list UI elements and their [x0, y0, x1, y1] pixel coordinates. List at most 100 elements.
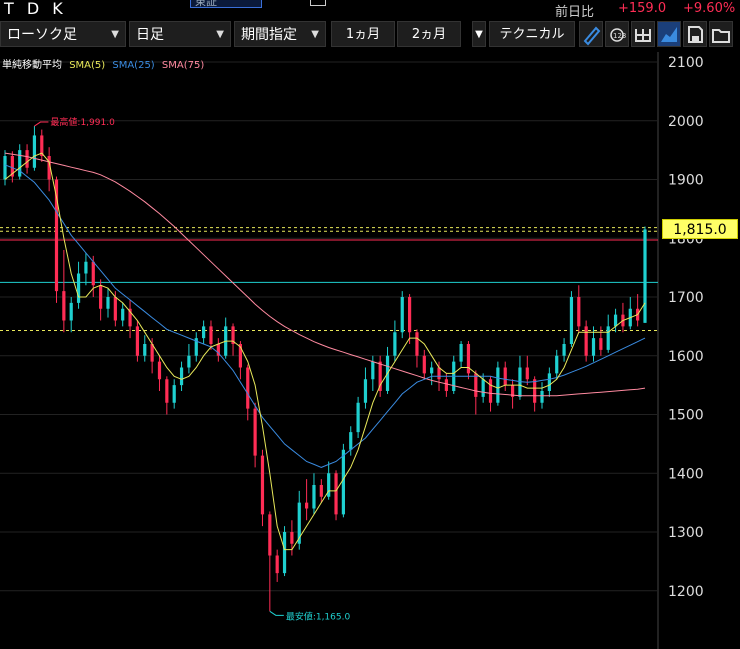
y-tick-label: 1600 — [668, 349, 704, 365]
candle-body — [113, 297, 117, 321]
y-tick-label: 2000 — [668, 114, 704, 130]
candle-body — [415, 332, 419, 356]
candle-body — [599, 338, 603, 350]
compare-label: 前日比 — [555, 5, 595, 20]
candle-body — [334, 473, 338, 515]
candle-body — [341, 449, 345, 515]
area-chart-icon[interactable] — [657, 21, 681, 47]
technical-button[interactable]: テクニカル — [489, 21, 575, 47]
candle-body — [363, 379, 368, 403]
candle-body — [584, 326, 588, 356]
range-select[interactable]: 期間指定 ▼ — [234, 21, 326, 47]
candle-body — [84, 261, 88, 274]
candle-body — [444, 379, 448, 391]
sma75-line — [4, 152, 646, 397]
candle-body — [25, 150, 29, 168]
candle-body — [378, 361, 382, 391]
candle-body — [121, 308, 125, 321]
candle-body — [555, 355, 559, 374]
chart-legend: 単純移動平均 SMA(5) SMA(25) SMA(75) — [2, 56, 208, 71]
candle-body — [69, 302, 73, 321]
candle-body — [606, 326, 610, 350]
candlestick-chart[interactable]: 2100200019001800170016001500140013001200… — [0, 52, 740, 649]
candle-body — [32, 135, 37, 168]
draw-pen-icon[interactable] — [579, 21, 603, 47]
candle-body — [99, 285, 103, 309]
candle-body — [437, 367, 441, 380]
chevron-down-icon: ▼ — [111, 29, 119, 40]
y-tick-label: 2100 — [668, 55, 704, 71]
candle-body — [393, 332, 397, 356]
candle-body — [371, 361, 375, 380]
candle-body — [422, 355, 426, 374]
candle-body — [518, 367, 522, 397]
candle-body — [533, 379, 537, 403]
candle-body — [253, 408, 257, 456]
folder-icon[interactable] — [709, 21, 733, 47]
candle-body — [290, 532, 294, 544]
high-marker — [34, 121, 49, 127]
y-tick-label: 1700 — [668, 290, 704, 306]
legend-sma75: SMA(75) — [161, 60, 205, 71]
sma5-line — [4, 152, 646, 551]
candle-body — [327, 473, 331, 497]
range-1m-button[interactable]: 1ヵ月 — [331, 21, 395, 47]
candle-body — [562, 344, 566, 356]
candle-body — [268, 514, 272, 556]
range-2m-button[interactable]: 2ヵ月 — [397, 21, 461, 47]
period-select[interactable]: 日足 ▼ — [129, 21, 231, 47]
candle-body — [135, 326, 140, 356]
candle-body — [143, 344, 147, 356]
candle-body — [319, 485, 323, 497]
candle-body — [47, 156, 51, 180]
high-label: 最高値:1,991.0 — [50, 116, 115, 128]
candle-body — [643, 229, 647, 323]
price-change: +159.0 — [618, 1, 667, 16]
volume-icon[interactable] — [631, 21, 655, 47]
sma25-line — [4, 164, 646, 468]
period-label: 日足 — [136, 27, 164, 43]
candle-body — [157, 361, 162, 380]
chart-type-label: ローソク足 — [7, 27, 77, 43]
candle-body — [496, 367, 500, 403]
calculator-icon[interactable] — [310, 0, 326, 6]
candle-body — [91, 261, 95, 286]
candle-body — [231, 326, 235, 344]
candle-body — [150, 344, 154, 362]
candle-body — [400, 297, 404, 333]
candle-body — [356, 402, 360, 433]
page-title: T D K — [4, 0, 67, 18]
legend-prefix: 単純移動平均 — [2, 60, 62, 71]
tab-market[interactable]: 東証 — [190, 0, 262, 8]
candle-body — [62, 291, 66, 321]
candle-body — [474, 373, 478, 397]
candle-body — [430, 367, 434, 374]
candle-body — [76, 273, 81, 303]
crosshair-icon[interactable]: 123 — [605, 21, 629, 47]
chart-type-select[interactable]: ローソク足 ▼ — [0, 21, 126, 47]
chevron-down-icon: ▼ — [216, 29, 224, 40]
candle-body — [282, 532, 287, 574]
candle-body — [459, 344, 463, 362]
y-tick-label: 1300 — [668, 525, 704, 541]
chart-toolbar: ローソク足 ▼ 日足 ▼ 期間指定 ▼ 1ヵ月 2ヵ月 ▼ テクニカル 123 — [0, 21, 740, 49]
header-bar: T D K 東証 前日比 +159.0 +9.60% — [0, 0, 740, 20]
candle-body — [488, 379, 493, 403]
candle-body — [106, 297, 110, 309]
save-icon[interactable] — [683, 21, 707, 47]
candle-body — [591, 338, 596, 356]
candle-body — [569, 297, 574, 344]
candle-body — [238, 344, 243, 368]
candle-body — [275, 555, 279, 574]
y-tick-label: 1900 — [668, 173, 704, 189]
chevron-down-icon: ▼ — [311, 29, 319, 40]
legend-sma5: SMA(5) — [69, 60, 106, 71]
low-marker — [269, 610, 284, 616]
candle-body — [466, 344, 471, 374]
candle-body — [246, 367, 250, 409]
low-label: 最安値:1,165.0 — [286, 610, 351, 622]
candle-body — [3, 156, 7, 180]
range-more-button[interactable]: ▼ — [472, 21, 486, 47]
price-change-percent: +9.60% — [683, 1, 736, 16]
candle-body — [128, 308, 132, 327]
